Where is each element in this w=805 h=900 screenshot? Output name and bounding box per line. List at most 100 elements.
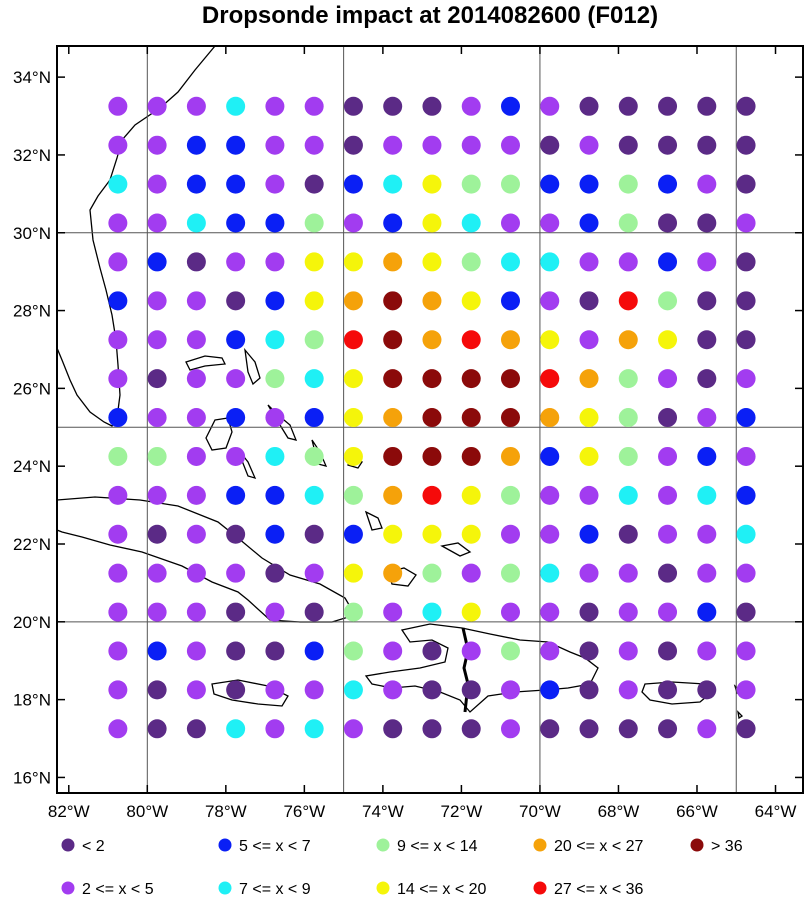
impact-point xyxy=(383,524,403,544)
impact-point xyxy=(186,213,206,233)
impact-point xyxy=(422,174,442,194)
impact-point xyxy=(265,408,285,428)
impact-point xyxy=(736,641,756,661)
impact-point xyxy=(500,408,520,428)
legend-swatch xyxy=(533,881,547,895)
impact-point xyxy=(147,135,167,155)
impact-point xyxy=(383,96,403,116)
impact-point xyxy=(461,485,481,505)
impact-point xyxy=(540,252,560,272)
impact-point xyxy=(736,524,756,544)
impact-point xyxy=(697,563,717,583)
impact-point xyxy=(304,641,324,661)
impact-point xyxy=(500,213,520,233)
impact-point xyxy=(265,602,285,622)
impact-point xyxy=(540,408,560,428)
impact-point xyxy=(265,563,285,583)
lon-tick-label: 82°W xyxy=(48,802,90,821)
impact-point xyxy=(422,719,442,739)
impact-point xyxy=(461,369,481,389)
impact-point xyxy=(461,563,481,583)
bahamas-grand xyxy=(185,355,227,371)
impact-point xyxy=(147,252,167,272)
impact-point xyxy=(304,96,324,116)
impact-point xyxy=(579,135,599,155)
impact-point xyxy=(147,641,167,661)
impact-point xyxy=(383,485,403,505)
impact-point xyxy=(343,369,363,389)
impact-point xyxy=(147,291,167,311)
impact-point xyxy=(579,408,599,428)
impact-point xyxy=(697,213,717,233)
impact-point xyxy=(540,602,560,622)
impact-point xyxy=(736,291,756,311)
impact-point xyxy=(461,641,481,661)
impact-point xyxy=(697,330,717,350)
impact-point xyxy=(343,641,363,661)
impact-point xyxy=(226,96,246,116)
impact-point xyxy=(108,408,128,428)
impact-point xyxy=(108,96,128,116)
impact-point xyxy=(736,602,756,622)
impact-point xyxy=(697,135,717,155)
turks-caicos xyxy=(440,542,472,557)
impact-point xyxy=(500,602,520,622)
impact-point xyxy=(579,96,599,116)
impact-point xyxy=(422,252,442,272)
impact-point xyxy=(697,369,717,389)
impact-point xyxy=(147,563,167,583)
impact-point xyxy=(108,485,128,505)
impact-point xyxy=(383,602,403,622)
impact-point xyxy=(579,680,599,700)
impact-point xyxy=(422,446,442,466)
impact-point xyxy=(186,252,206,272)
impact-point xyxy=(343,524,363,544)
impact-point xyxy=(736,408,756,428)
longitude-axis: 82°W 80°W 78°W 76°W 74°W 72°W 70°W 68°W 66°W 64°W xyxy=(48,46,796,821)
impact-point xyxy=(147,680,167,700)
impact-point xyxy=(265,330,285,350)
impact-point xyxy=(579,719,599,739)
impact-point xyxy=(186,446,206,466)
impact-point xyxy=(500,680,520,700)
impact-point xyxy=(343,291,363,311)
impact-point xyxy=(618,641,638,661)
latitude-axis: 34°N 32°N 30°N 28°N 26°N 24°N 22°N 20°N 18°N 16°N xyxy=(13,68,803,787)
impact-point xyxy=(461,174,481,194)
impact-points xyxy=(108,96,756,739)
impact-point xyxy=(108,524,128,544)
lon-tick-label: 80°W xyxy=(126,802,168,821)
impact-point xyxy=(618,135,638,155)
lat-tick-label: 26°N xyxy=(13,379,51,398)
legend-swatch xyxy=(533,838,547,852)
impact-point xyxy=(383,369,403,389)
impact-point xyxy=(579,174,599,194)
impact-point xyxy=(265,524,285,544)
impact-point xyxy=(147,369,167,389)
impact-point xyxy=(500,719,520,739)
impact-point xyxy=(461,135,481,155)
bahamas-acklins xyxy=(364,510,383,531)
impact-point xyxy=(618,563,638,583)
lat-tick-label: 20°N xyxy=(13,613,51,632)
impact-point xyxy=(147,485,167,505)
impact-point xyxy=(618,524,638,544)
impact-point xyxy=(500,641,520,661)
impact-point xyxy=(108,446,128,466)
impact-point xyxy=(736,446,756,466)
jamaica-coastline xyxy=(211,679,289,707)
impact-point xyxy=(579,602,599,622)
impact-point xyxy=(108,213,128,233)
impact-point xyxy=(500,96,520,116)
impact-point xyxy=(658,563,678,583)
lon-tick-label: 66°W xyxy=(676,802,718,821)
map-grid xyxy=(57,46,803,793)
impact-point xyxy=(226,602,246,622)
impact-point xyxy=(461,719,481,739)
lat-tick-label: 16°N xyxy=(13,768,51,787)
legend-swatch xyxy=(376,838,390,852)
lat-tick-label: 30°N xyxy=(13,224,51,243)
impact-point xyxy=(500,330,520,350)
impact-point xyxy=(186,485,206,505)
